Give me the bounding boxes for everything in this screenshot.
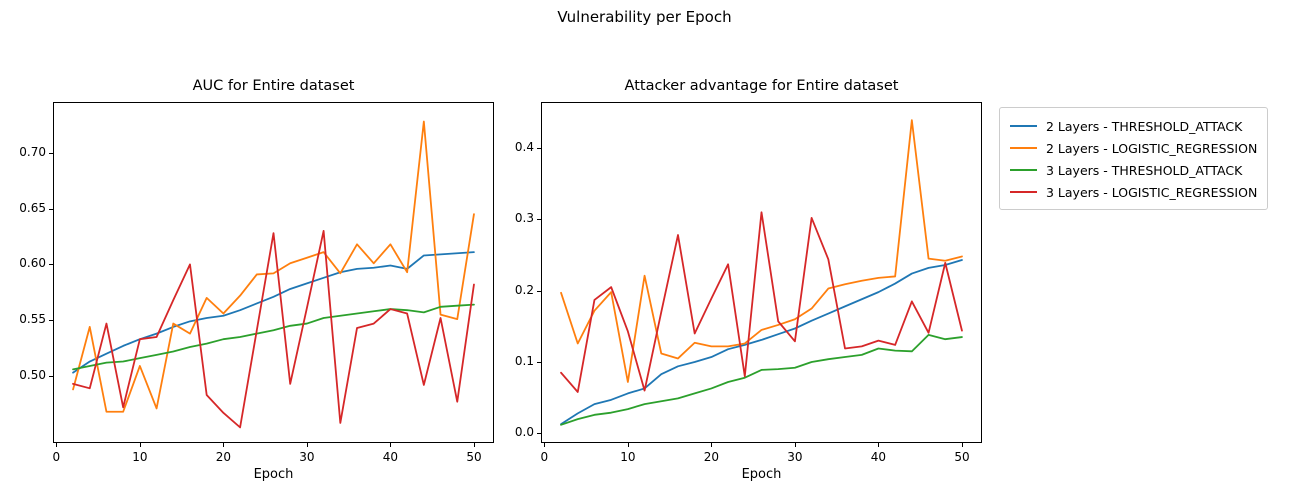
left-chart-title: AUC for Entire dataset [192,78,355,94]
legend-item: 3 Layers - THRESHOLD_ATTACK [1010,159,1257,181]
x-tick-mark [711,443,713,447]
figure-suptitle: Vulnerability per Epoch [557,8,732,26]
legend-item: 2 Layers - THRESHOLD_ATTACK [1010,115,1257,137]
series-line-3-layers-logistic-regression [560,211,963,393]
x-tick-label: 40 [382,450,399,464]
right-chart-xlabel: Epoch [741,467,782,482]
legend-line-swatch [1010,147,1037,149]
y-tick-mark [537,219,541,221]
series-line-3-layers-logistic-regression [72,230,475,429]
series-line-3-layers-threshold-attack [72,303,475,371]
x-tick-label: 0 [540,450,549,464]
x-tick-mark [627,443,629,447]
series-line-2-layers-logistic-regression [72,120,475,413]
legend-line-swatch [1010,169,1037,171]
legend-item-label: 2 Layers - LOGISTIC_REGRESSION [1046,140,1258,156]
y-tick-label: 0.65 [19,200,46,215]
x-tick-mark [962,443,963,447]
series-line-2-layers-threshold-attack [72,251,475,374]
y-tick-label: 0.60 [19,256,46,271]
x-tick-mark [306,443,308,447]
y-tick-mark [537,433,541,435]
x-tick-mark [139,443,141,447]
x-tick-label: 0 [52,450,61,464]
y-tick-label: 0.70 [19,144,46,159]
right-chart-plot-area [541,102,982,443]
legend-item-label: 2 Layers - THRESHOLD_ATTACK [1046,118,1243,134]
legend-line-swatch [1010,191,1037,193]
x-tick-label: 20 [215,450,232,464]
legend-item: 2 Layers - LOGISTIC_REGRESSION [1010,137,1257,159]
y-tick-mark [537,148,541,149]
x-tick-label: 50 [466,450,482,464]
x-tick-label: 40 [870,450,887,464]
x-tick-mark [390,443,392,447]
series-line-3-layers-threshold-attack [560,334,963,426]
series-line-2-layers-logistic-regression [560,119,963,383]
x-tick-label: 10 [132,450,148,464]
x-tick-mark [878,443,880,447]
y-tick-mark [49,264,53,266]
x-tick-label: 30 [299,450,315,464]
y-tick-label: 0.50 [19,368,46,382]
y-tick-label: 0.4 [514,140,534,154]
x-tick-mark [56,443,58,447]
series-line-2-layers-threshold-attack [560,259,963,426]
legend: 2 Layers - THRESHOLD_ATTACK 2 Layers - L… [999,107,1269,210]
y-tick-mark [49,376,53,377]
legend-item-label: 3 Layers - THRESHOLD_ATTACK [1046,162,1243,178]
y-tick-label: 0.55 [19,312,46,327]
left-chart-canvas [53,102,494,443]
y-tick-mark [537,290,541,292]
y-tick-mark [49,152,53,154]
x-tick-mark [544,443,546,447]
left-chart-xlabel: Epoch [253,467,294,482]
right-chart-canvas [541,102,982,443]
x-tick-mark [474,443,475,447]
x-tick-label: 50 [954,450,970,464]
left-chart-plot-area [53,102,494,443]
y-tick-mark [49,320,53,322]
x-tick-mark [794,443,796,447]
y-tick-mark [49,208,53,210]
x-tick-mark [223,443,225,447]
right-chart-title: Attacker advantage for Entire dataset [624,78,899,94]
y-tick-label: 0.2 [514,282,534,297]
y-tick-mark [537,362,541,363]
x-tick-label: 30 [787,450,803,464]
x-tick-label: 20 [703,450,720,464]
y-tick-label: 0.3 [514,211,534,226]
legend-item: 3 Layers - LOGISTIC_REGRESSION [1010,181,1257,203]
axes-spines [53,102,494,443]
y-tick-label: 0.1 [514,354,534,368]
axes-spines [541,102,982,443]
x-tick-label: 10 [620,450,636,464]
y-tick-label: 0.0 [514,425,534,440]
legend-item-label: 3 Layers - LOGISTIC_REGRESSION [1046,184,1258,200]
legend-line-swatch [1010,125,1037,127]
